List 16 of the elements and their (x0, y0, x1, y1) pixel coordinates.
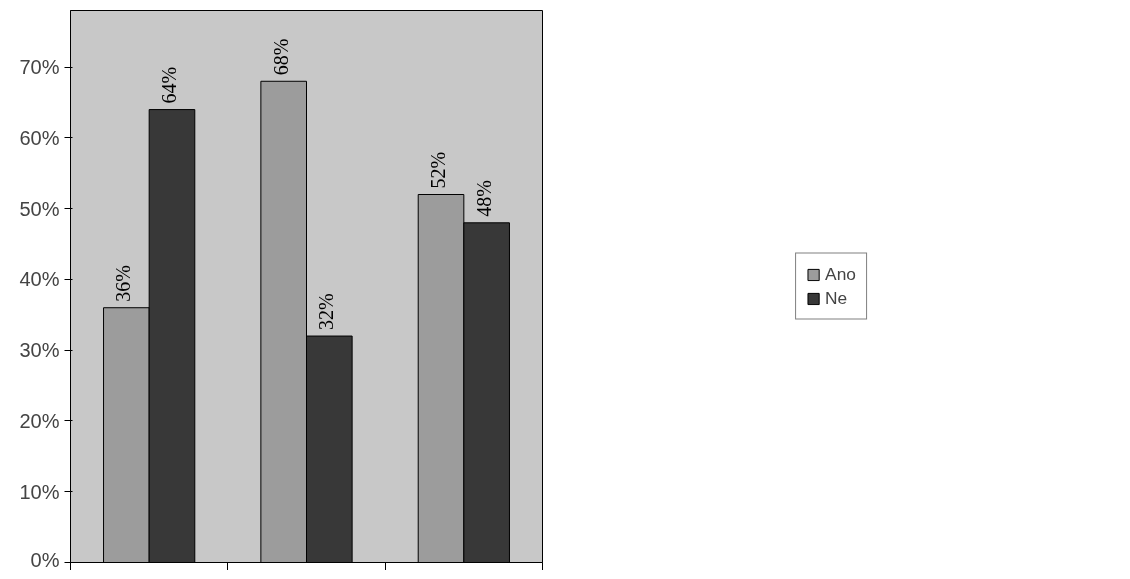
data-label: 64% (157, 66, 180, 104)
y-tick-label: 60% (19, 126, 60, 149)
legend-label: Ne (825, 287, 848, 309)
data-label: 32% (315, 293, 338, 331)
y-tick-label: 20% (19, 409, 60, 432)
data-label: 52% (427, 151, 450, 189)
y-tick-label: 70% (19, 56, 60, 79)
data-label: 48% (472, 180, 495, 217)
y-tick-label: 40% (19, 268, 60, 291)
data-label: 36% (112, 265, 135, 302)
y-tick-label: 0% (30, 548, 60, 571)
legend-label: Ano (825, 263, 856, 285)
y-tick-label: 50% (19, 197, 60, 220)
y-tick-label: 10% (19, 480, 60, 503)
data-label: 68% (269, 38, 292, 76)
y-tick-label: 30% (19, 339, 60, 362)
